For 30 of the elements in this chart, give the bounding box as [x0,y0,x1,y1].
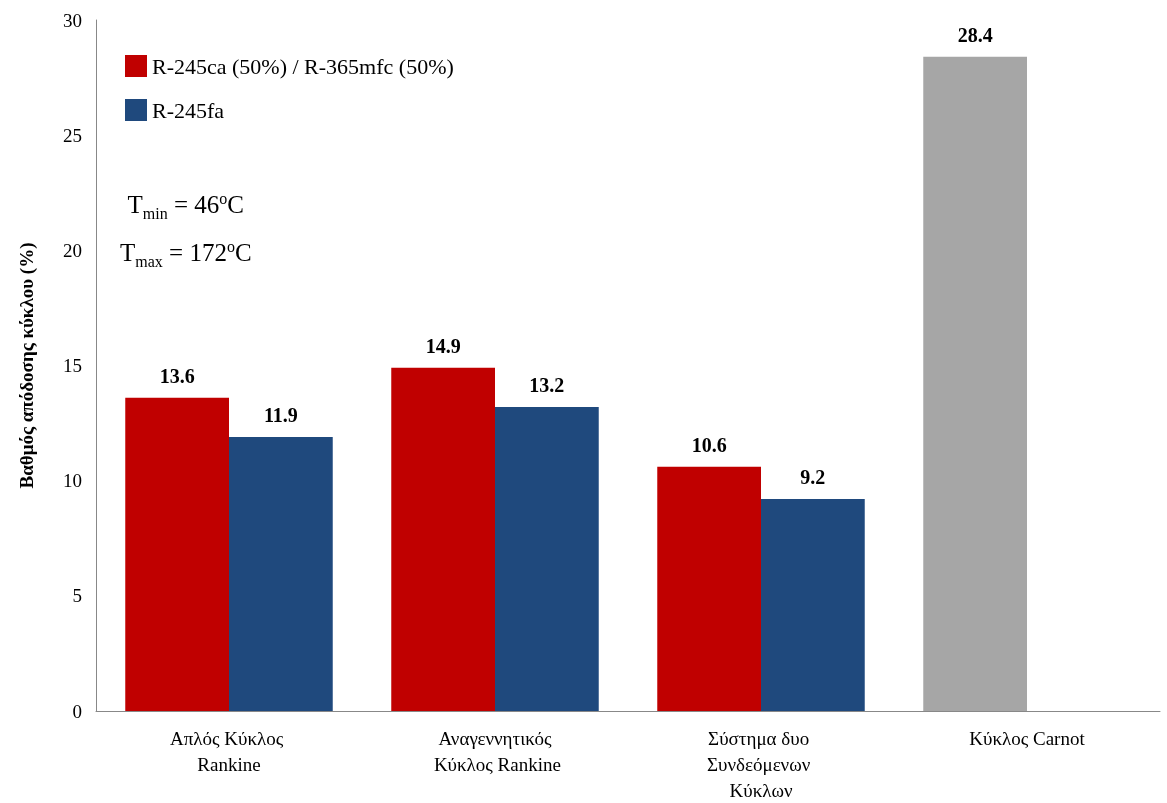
data-label: 28.4 [957,23,993,46]
annotation: T$_{max}$ = 172$^{o}$C [120,237,252,273]
bar [495,406,599,711]
data-label: 14.9 [425,334,461,357]
x-tick-label: Κύκλος Carnot [969,727,1086,749]
legend-label: R-245fa [152,97,225,123]
annotation: T$_{min}$ = 46$^{o}$C [126,189,246,225]
bar [125,397,229,711]
data-label: 13.6 [159,364,195,387]
x-tick-label: Σύστημα δυο Συνδεόμενων Κύκλων [706,727,816,801]
bar [761,499,865,711]
y-tick-label: 15 [63,355,82,376]
y-axis-title: Βαθμός απόδοσης κύκλου (%) [16,242,38,489]
bar [657,466,761,711]
bar [923,56,1027,711]
x-tick-label: Αναγεννητικός Κύκλος Rankine [429,727,561,775]
data-label: 9.2 [800,466,826,489]
y-tick-label: 0 [72,700,82,722]
y-tick-label: 5 [72,585,82,607]
bar [391,367,495,711]
data-label: 11.9 [263,403,298,426]
y-tick-label: 20 [63,239,82,261]
x-tick-label: Απλός Κύκλος Rankine [170,727,288,775]
y-tick-label: 30 [63,9,82,31]
data-label: 13.2 [529,373,565,396]
data-label: 10.6 [691,433,727,456]
bar [229,436,333,711]
y-tick-label: 10 [63,470,82,492]
y-tick-label: 25 [63,124,82,146]
legend-label: R-245ca (50%) / R-365mfc (50%) [152,53,454,79]
